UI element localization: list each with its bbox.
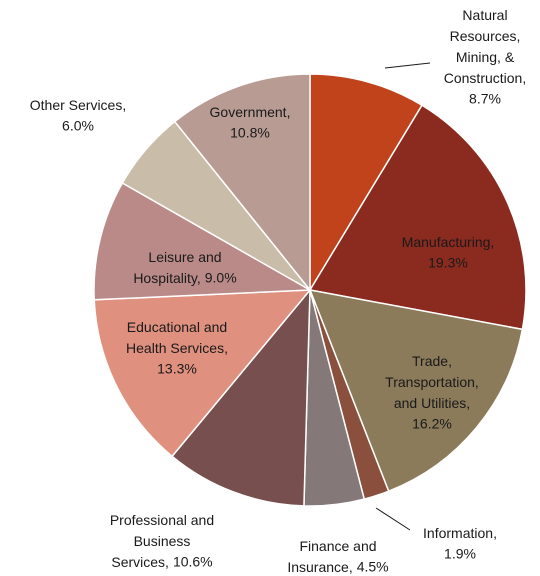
label-line: Leisure and bbox=[148, 249, 221, 265]
pie-slice bbox=[171, 287, 311, 507]
slice-label: Manufacturing, bbox=[402, 234, 495, 250]
value-label: 6.0% bbox=[62, 118, 94, 134]
value-label: 4.5% bbox=[357, 559, 389, 575]
value-label: 9.0% bbox=[205, 270, 237, 286]
label-line: Trade, bbox=[412, 353, 452, 369]
label-line: Professional and bbox=[110, 512, 214, 528]
slice-label: Educational and Health Services, bbox=[126, 319, 228, 356]
label-line: Manufacturing, bbox=[402, 234, 495, 250]
value-label: 10.6% bbox=[173, 554, 213, 570]
label-line: and Utilities, bbox=[394, 395, 470, 411]
value-label: 16.2% bbox=[412, 416, 452, 432]
slice-label: Finance and Insurance, bbox=[287, 538, 376, 575]
label-line: Transportation, bbox=[385, 374, 479, 390]
label-line: Government, bbox=[210, 104, 291, 120]
value-label: 19.3% bbox=[428, 255, 468, 271]
slice-label: Trade, Transportation, and Utilities, bbox=[385, 353, 479, 411]
slice-label: Natural Resources, Mining, & Construction, bbox=[444, 7, 526, 86]
slice-label: Government, bbox=[210, 104, 291, 120]
pie-slice bbox=[308, 289, 524, 493]
pie-slice bbox=[173, 73, 311, 293]
value-label: 1.9% bbox=[444, 546, 476, 562]
slice-label: Leisure and Hospitality, bbox=[133, 249, 221, 286]
label-line: Mining, & bbox=[456, 49, 515, 65]
label-line: Construction, bbox=[444, 70, 526, 86]
label-line: Hospitality, bbox=[133, 270, 200, 286]
label-line: Business bbox=[134, 533, 191, 549]
label-line: Services, bbox=[111, 554, 169, 570]
slice-label: Professional and Business Services, bbox=[110, 512, 214, 570]
label-line: Finance and bbox=[299, 538, 376, 554]
label-line: Resources, bbox=[450, 28, 521, 44]
label-line: Health Services, bbox=[126, 340, 228, 356]
pie-slice bbox=[308, 104, 527, 331]
slice-label: Other Services, bbox=[30, 97, 126, 113]
pie-slice bbox=[93, 289, 312, 458]
value-label: 8.7% bbox=[469, 91, 501, 107]
pie-slice bbox=[93, 181, 313, 301]
label-line: Natural bbox=[462, 7, 507, 23]
pie-slice bbox=[309, 73, 424, 293]
label-line: Other Services, bbox=[30, 97, 126, 113]
value-label: 13.3% bbox=[157, 361, 197, 377]
label-line: Educational and bbox=[127, 319, 227, 335]
label-line: Information, bbox=[423, 525, 497, 541]
slice-label: Information, bbox=[423, 525, 497, 541]
label-line: Insurance, bbox=[287, 559, 352, 575]
leader-line bbox=[384, 62, 431, 69]
value-label: 10.8% bbox=[230, 125, 270, 141]
leader-line bbox=[375, 507, 411, 531]
